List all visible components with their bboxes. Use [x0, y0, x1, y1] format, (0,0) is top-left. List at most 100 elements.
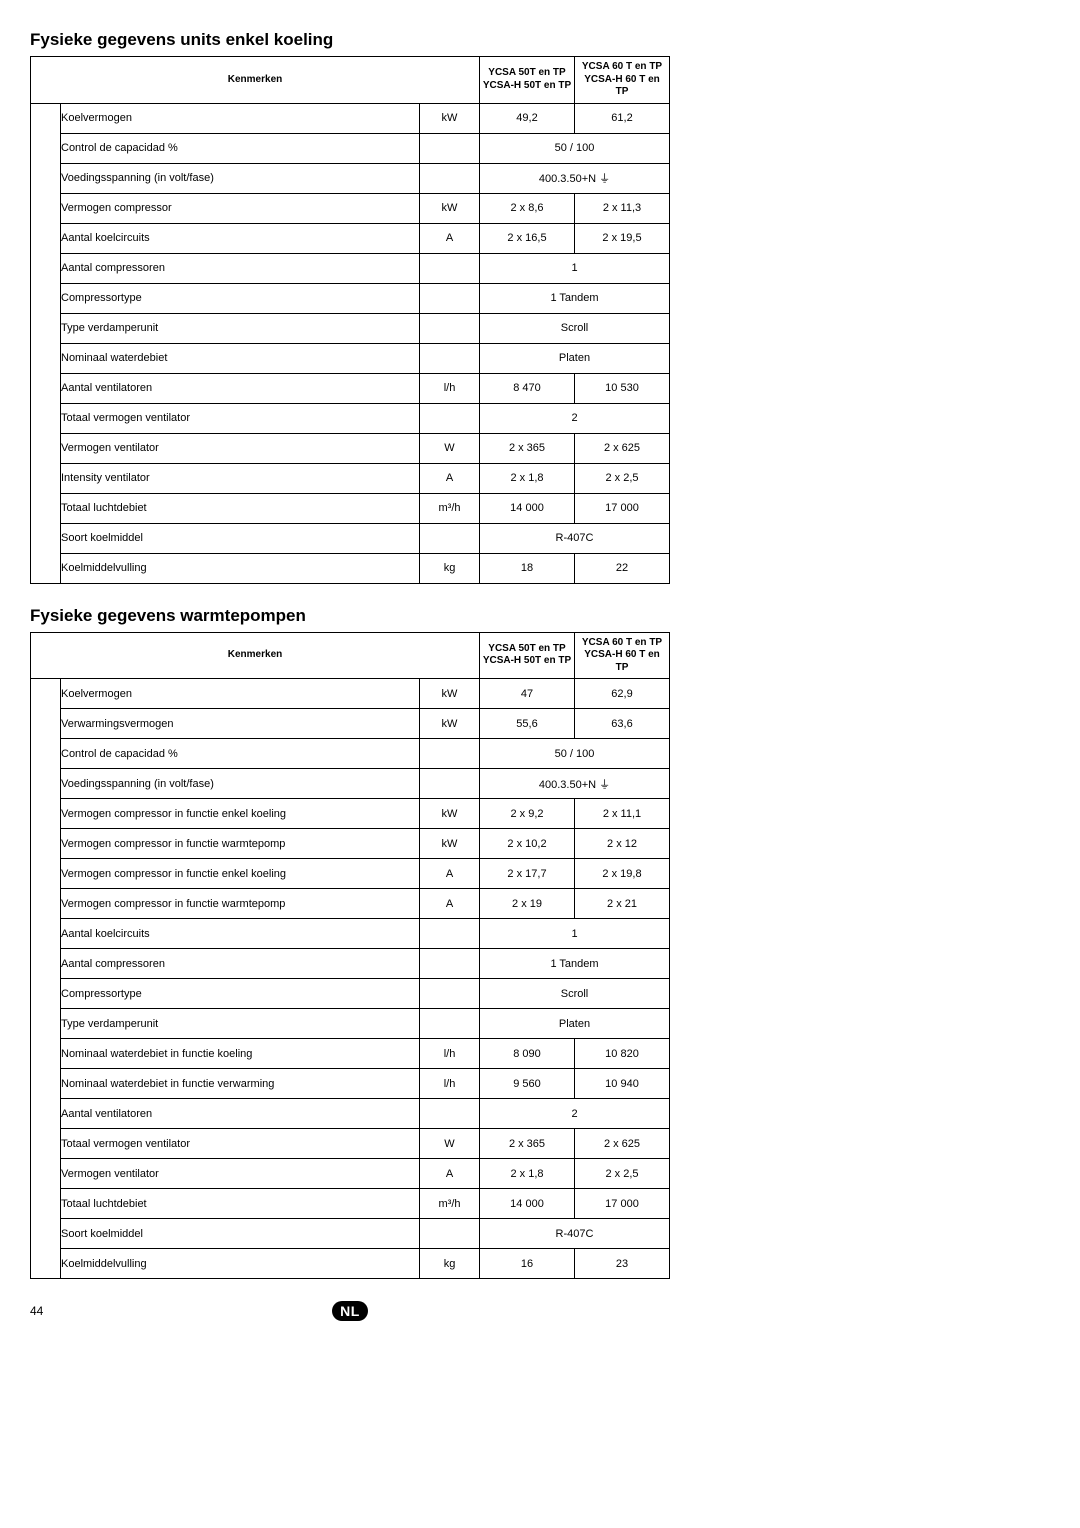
row-value-merged: R-407C — [480, 523, 670, 553]
row-label: Soort koelmiddel — [61, 1219, 420, 1249]
table-row: Control de capacidad %50 / 100 — [31, 133, 670, 163]
table-row: Intensity ventilatorA2 x 1,82 x 2,5 — [31, 463, 670, 493]
row-value-merged: 1 Tandem — [480, 949, 670, 979]
row-value-merged: R-407C — [480, 1219, 670, 1249]
table-row: Nominaal waterdebietPlaten — [31, 343, 670, 373]
table-row: Soort koelmiddel R-407C — [31, 1219, 670, 1249]
row-unit: kg — [420, 1249, 480, 1279]
row-label: Intensity ventilator — [61, 463, 420, 493]
row-unit — [420, 979, 480, 1009]
row-value-2: 23 — [575, 1249, 670, 1279]
row-label: Vermogen compressor in functie warmtepom… — [61, 889, 420, 919]
header-col2: YCSA 60 T en TPYCSA-H 60 T en TP — [575, 57, 670, 104]
row-value-merged: 400.3.50+N ⏚ — [480, 163, 670, 193]
row-label: Aantal compressoren — [61, 253, 420, 283]
row-unit: kW — [420, 829, 480, 859]
row-unit: A — [420, 1159, 480, 1189]
table-row: Aantal ventilatoren2 — [31, 1099, 670, 1129]
row-label: Koelmiddelvulling — [61, 553, 420, 583]
table-row: Vermogen compressorkW2 x 8,62 x 11,3 — [31, 193, 670, 223]
table-row: Nominaal waterdebiet in functie koelingl… — [31, 1039, 670, 1069]
row-label: Koelvermogen — [61, 679, 420, 709]
row-value-merged: 2 — [480, 403, 670, 433]
row-label: Totaal luchtdebiet — [61, 493, 420, 523]
table-row: Koelmiddelvullingkg1822 — [31, 553, 670, 583]
row-value-1: 2 x 1,8 — [480, 463, 575, 493]
row-value-merged: 1 — [480, 253, 670, 283]
row-unit: l/h — [420, 1039, 480, 1069]
row-label: Koelmiddelvulling — [61, 1249, 420, 1279]
row-label: Type verdamperunit — [61, 1009, 420, 1039]
row-value-2: 2 x 2,5 — [575, 463, 670, 493]
row-label: Vermogen ventilator — [61, 1159, 420, 1189]
page-number: 44 — [30, 1304, 43, 1318]
table-row: Voedingsspanning (in volt/fase)400.3.50+… — [31, 769, 670, 799]
row-value-merged: Scroll — [480, 979, 670, 1009]
table-row: Vermogen ventilatorW2 x 3652 x 625 — [31, 433, 670, 463]
row-unit: l/h — [420, 1069, 480, 1099]
row-value-1: 2 x 9,2 — [480, 799, 575, 829]
row-unit — [420, 919, 480, 949]
row-unit: A — [420, 463, 480, 493]
table-row: Aantal ventilatorenl/h8 47010 530 — [31, 373, 670, 403]
row-value-2: 17 000 — [575, 493, 670, 523]
row-unit — [420, 313, 480, 343]
row-label: Aantal compressoren — [61, 949, 420, 979]
row-unit: l/h — [420, 373, 480, 403]
row-label: Vermogen compressor in functie enkel koe… — [61, 799, 420, 829]
row-value-2: 2 x 625 — [575, 433, 670, 463]
row-unit — [420, 769, 480, 799]
row-gutter — [31, 103, 61, 583]
row-unit — [420, 1219, 480, 1249]
row-unit: m³/h — [420, 1189, 480, 1219]
row-unit — [420, 403, 480, 433]
row-unit: W — [420, 433, 480, 463]
row-unit: kW — [420, 799, 480, 829]
header-kenmerken: Kenmerken — [31, 57, 480, 104]
header-kenmerken: Kenmerken — [31, 632, 480, 679]
table-row: Nominaal waterdebiet in functie verwarmi… — [31, 1069, 670, 1099]
row-unit: A — [420, 889, 480, 919]
row-value-2: 10 530 — [575, 373, 670, 403]
header-col1: YCSA 50T en TPYCSA-H 50T en TP — [480, 57, 575, 104]
row-unit: A — [420, 859, 480, 889]
row-unit: m³/h — [420, 493, 480, 523]
row-value-1: 2 x 365 — [480, 1129, 575, 1159]
table-row: Vermogen compressor in functie warmtepom… — [31, 829, 670, 859]
table-row: Vermogen compressor in functie warmtepom… — [31, 889, 670, 919]
row-value-merged: Platen — [480, 343, 670, 373]
table-row: CompressortypeScroll — [31, 979, 670, 1009]
row-label: Vermogen ventilator — [61, 433, 420, 463]
table-heatpump: KenmerkenYCSA 50T en TPYCSA-H 50T en TPY… — [30, 632, 670, 1280]
header-col1: YCSA 50T en TPYCSA-H 50T en TP — [480, 632, 575, 679]
table-row: Control de capacidad %50 / 100 — [31, 739, 670, 769]
row-unit — [420, 163, 480, 193]
row-value-1: 18 — [480, 553, 575, 583]
page-footer: 44 NL — [30, 1301, 670, 1321]
table-row: VerwarmingsvermogenkW55,663,6 — [31, 709, 670, 739]
row-unit — [420, 1009, 480, 1039]
table-row: Aantal koelcircuitsA2 x 16,52 x 19,5 — [31, 223, 670, 253]
row-unit — [420, 133, 480, 163]
table-row: Soort koelmiddel R-407C — [31, 523, 670, 553]
row-label: Nominaal waterdebiet in functie verwarmi… — [61, 1069, 420, 1099]
section-title-1: Fysieke gegevens units enkel koeling — [30, 30, 1050, 50]
row-label: Control de capacidad % — [61, 133, 420, 163]
row-unit: kW — [420, 193, 480, 223]
row-label: Soort koelmiddel — [61, 523, 420, 553]
row-value-2: 17 000 — [575, 1189, 670, 1219]
table-row: Aantal koelcircuits1 — [31, 919, 670, 949]
row-value-2: 2 x 2,5 — [575, 1159, 670, 1189]
row-gutter — [31, 679, 61, 1279]
table-row: Totaal luchtdebietm³/h14 00017 000 — [31, 493, 670, 523]
row-value-2: 2 x 11,3 — [575, 193, 670, 223]
row-label: Compressortype — [61, 283, 420, 313]
row-label: Totaal vermogen ventilator — [61, 1129, 420, 1159]
row-value-merged: Scroll — [480, 313, 670, 343]
row-value-merged: Platen — [480, 1009, 670, 1039]
row-value-1: 16 — [480, 1249, 575, 1279]
row-unit — [420, 1099, 480, 1129]
row-value-1: 2 x 8,6 — [480, 193, 575, 223]
table-row: Koelmiddelvullingkg1623 — [31, 1249, 670, 1279]
row-unit — [420, 523, 480, 553]
